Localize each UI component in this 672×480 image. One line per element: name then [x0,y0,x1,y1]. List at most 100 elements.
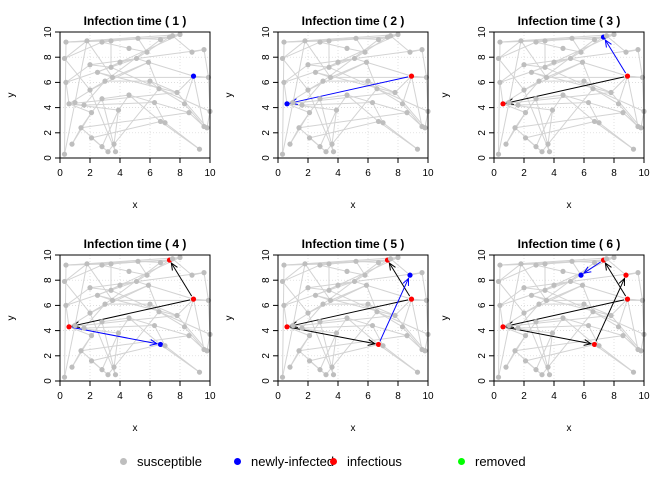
node-susceptible [623,49,629,55]
x-tick-label: 0 [57,391,63,402]
network-edge [355,261,366,276]
node-susceptible [61,55,68,62]
node-susceptible [108,38,114,44]
node-susceptible [335,59,341,65]
network-edge [83,325,155,329]
node-susceptible [156,309,162,315]
node-susceptible [380,120,386,126]
node-susceptible [335,282,341,288]
x-tick-label: 4 [117,391,123,402]
node-susceptible [87,310,93,316]
y-axis-label: y [6,93,17,98]
network-edge [282,281,309,314]
x-tick-label: 6 [581,391,587,402]
node-susceptible [549,107,556,113]
plot-frame [59,254,211,382]
network-edge [622,335,639,350]
network-edge [355,260,379,264]
panel-3: 0 2 4 6 8 10 0 2 4 6 8 10 x y Infection time ( 3 ) [440,14,650,211]
node-susceptible [330,149,337,155]
node-susceptible [189,49,195,55]
node-susceptible [533,96,539,102]
node-susceptible [497,302,503,308]
network-edge [525,98,537,113]
node-susceptible [374,86,380,92]
node-susceptible [112,372,119,378]
y-tick-label: 4 [477,104,488,110]
transmission-arrow [389,263,411,297]
node-susceptible [189,272,195,278]
x-tick-label: 2 [87,391,93,402]
x-tick-label: 0 [275,391,281,402]
node-susceptible [326,261,332,267]
network-edge [394,75,412,93]
node-susceptible [374,309,380,315]
node-susceptible [395,31,401,38]
x-tick-label: 10 [204,168,216,179]
node-susceptible [344,45,350,51]
network-edge [637,49,643,78]
network-edge [588,325,600,346]
network-edge [101,109,119,147]
x-axis-label: x [351,200,356,211]
network-edge [101,41,130,49]
node-susceptible [61,374,68,380]
network-edge [498,58,525,91]
network-edge [65,57,137,83]
network-edge [406,112,423,127]
node-susceptible [108,287,114,293]
network-edge [376,88,403,105]
network-edge [523,49,639,66]
y-tick-label: 0 [43,378,54,384]
node-susceptible [105,372,111,378]
node-susceptible [181,101,188,107]
node-susceptible [162,343,168,349]
node-susceptible [305,310,311,316]
network-edge [319,41,348,49]
y-tick-label: 10 [477,249,488,261]
node-susceptible [375,118,382,125]
x-tick-label: 8 [395,168,401,179]
network-edge [571,38,582,53]
network-edge [588,102,624,114]
node-susceptible [635,47,641,53]
node-infectious [190,296,197,302]
node-susceptible [317,39,323,45]
node-susceptible [387,256,394,262]
network-edge [101,37,139,43]
network-edge [520,263,547,301]
network-edge [319,37,357,43]
node-infectious [500,101,506,107]
network-edge [331,88,378,145]
network-edge [148,61,194,77]
network-edge [372,102,384,123]
network-edge [89,284,149,314]
legend-item-infectious: infectious [330,454,402,469]
node-susceptible [497,262,503,268]
node-susceptible [108,64,114,70]
network-edge [499,305,504,327]
node-susceptible [518,261,524,267]
network-edge [83,102,155,106]
network-edge [282,263,306,282]
node-susceptible [327,74,334,80]
node-susceptible [281,79,287,85]
node-susceptible [305,62,311,68]
network-edge [309,321,321,336]
node-susceptible [99,262,105,268]
node-susceptible [503,364,509,370]
network-edge [154,325,190,337]
y-tick-label: 2 [261,130,272,136]
node-susceptible [156,86,162,92]
node-susceptible [326,38,332,44]
node-susceptible [296,348,302,354]
node-susceptible [569,258,575,264]
legend-label: infectious [347,454,402,469]
y-tick-label: 6 [477,79,488,85]
node-susceptible [279,151,286,157]
network-edge [402,103,423,127]
panel-1: 0 2 4 6 8 10 0 2 4 6 8 10 x y Infection time ( 1 ) [6,14,216,211]
y-tick-label: 8 [477,277,488,283]
node-susceptible [521,310,527,316]
network-edge [307,61,367,91]
